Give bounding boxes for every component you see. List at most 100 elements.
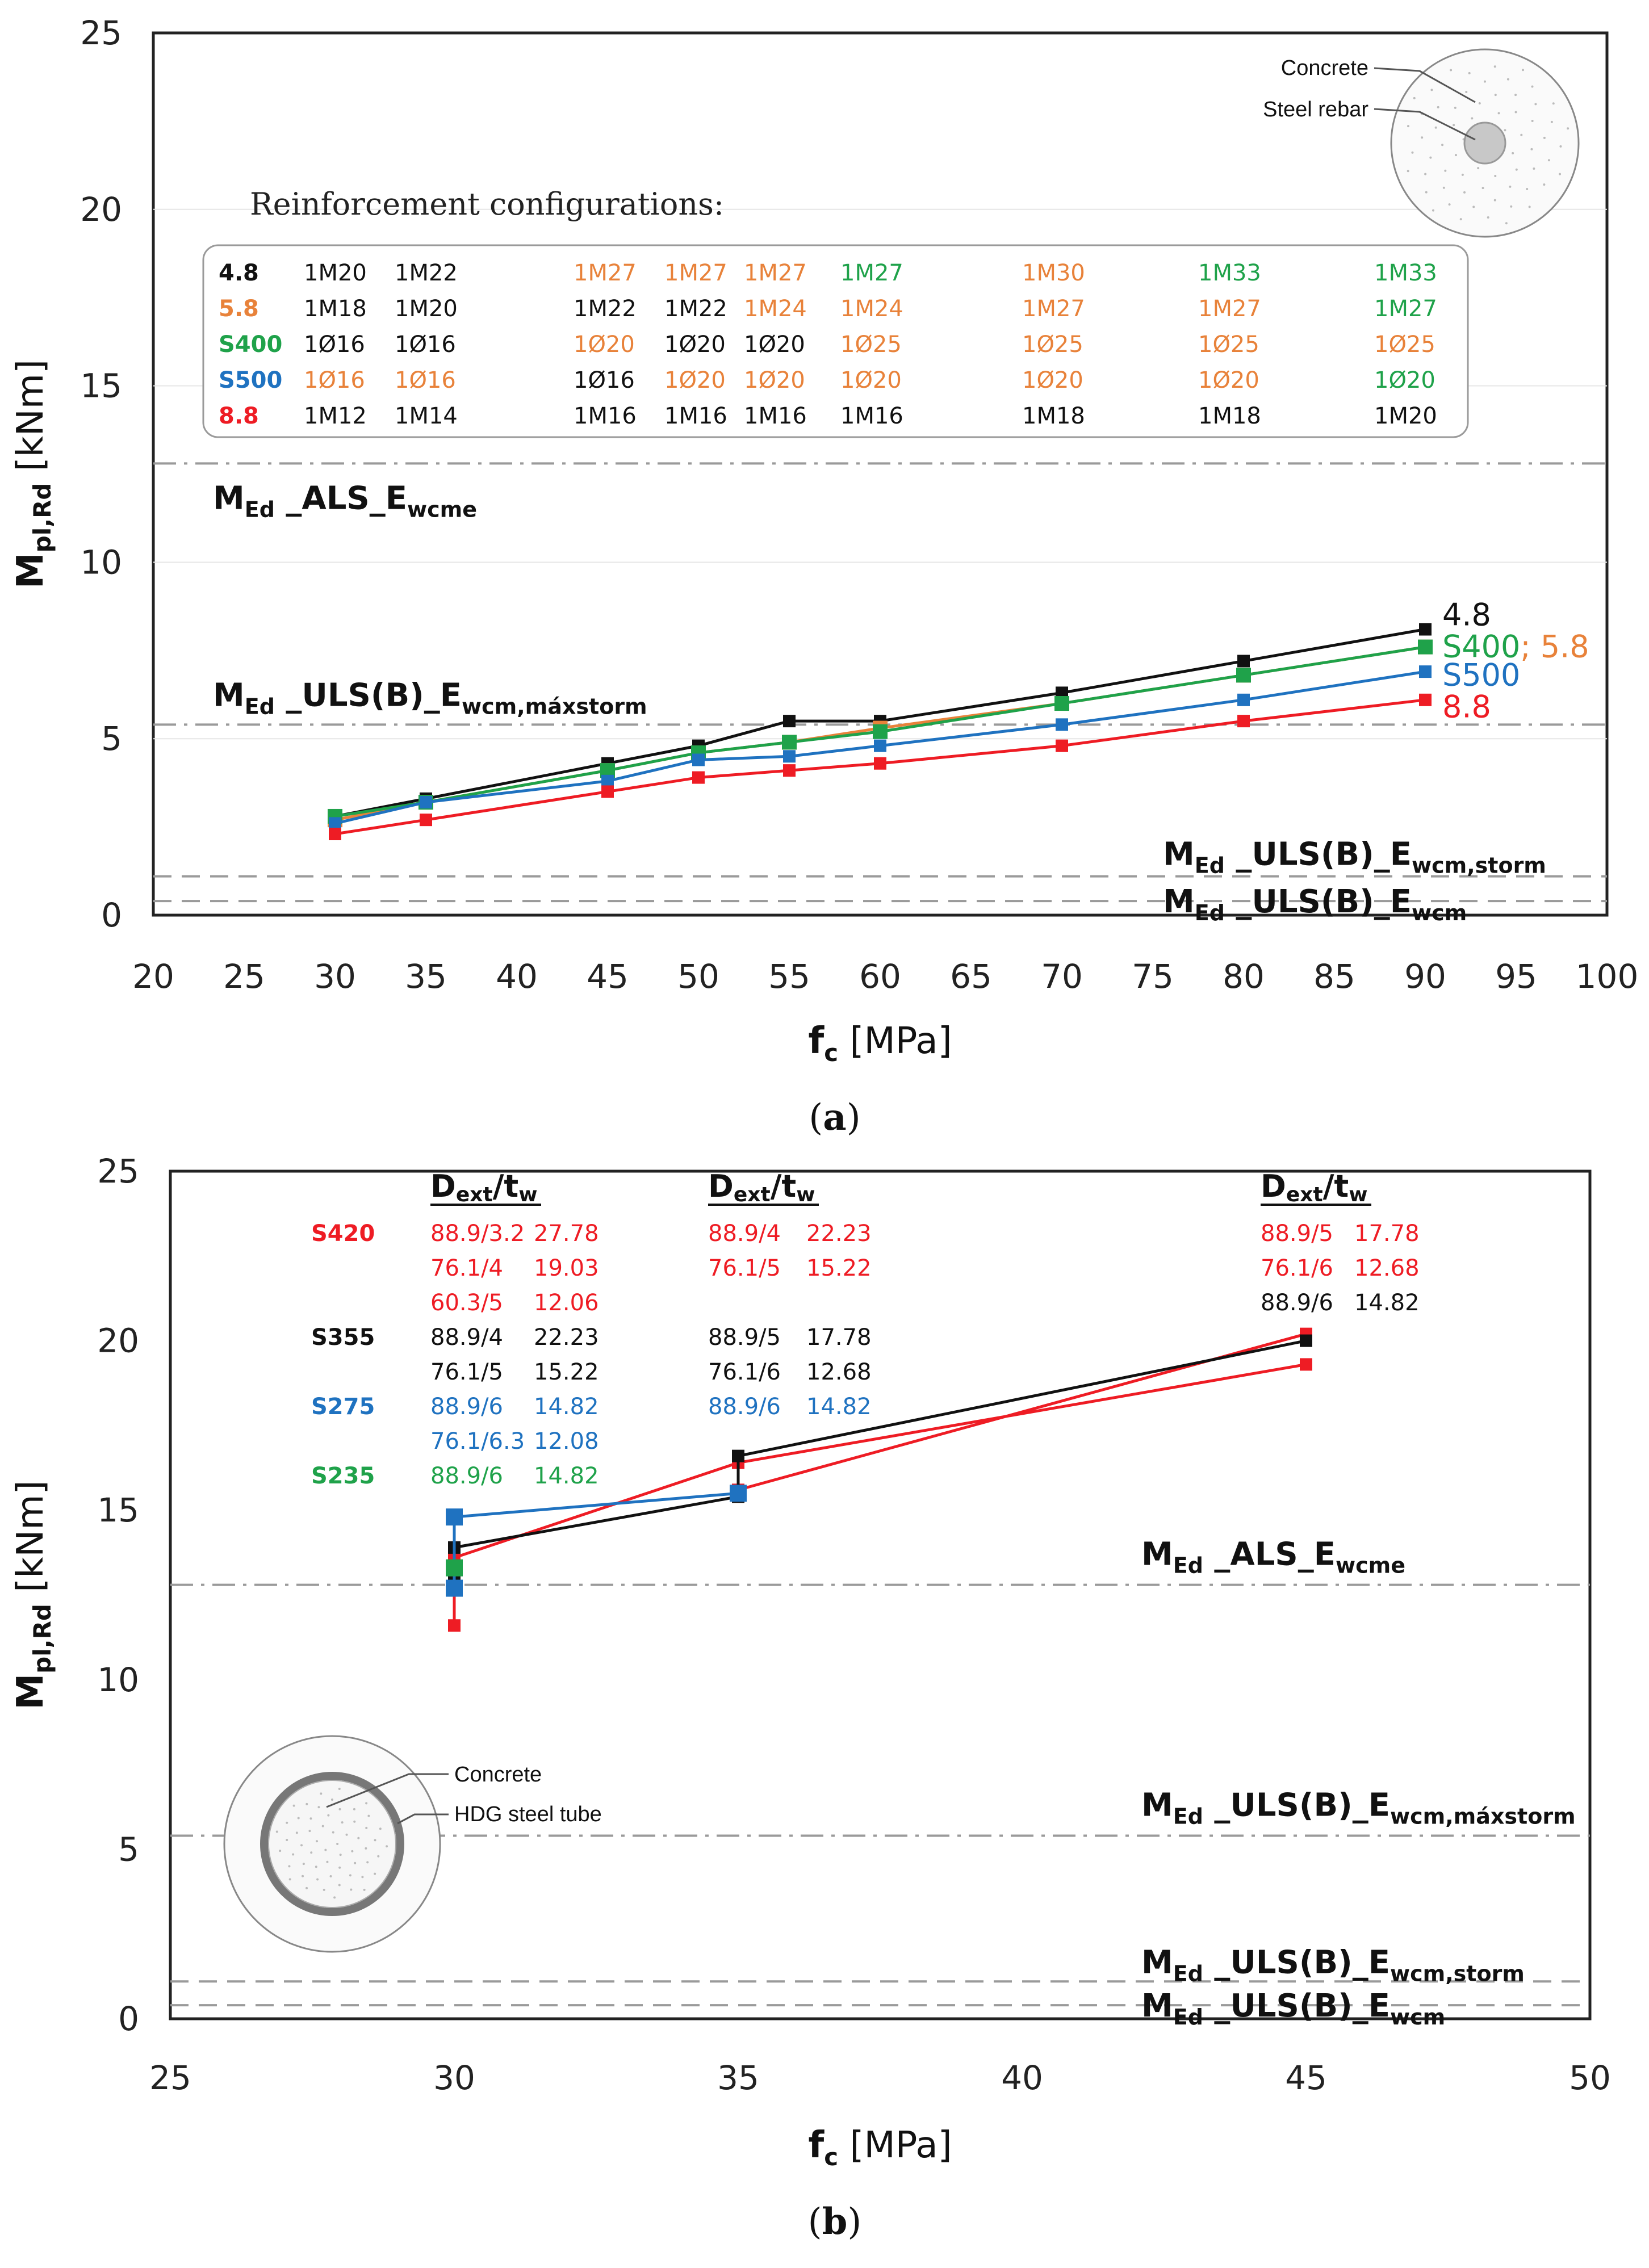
table-cell: 1Ø20 xyxy=(574,332,635,358)
table-cell: 1M27 xyxy=(744,260,807,286)
aggregate-dot xyxy=(1547,159,1550,162)
dt-ratio: 15.22 xyxy=(534,1359,599,1385)
aggregate-dot xyxy=(345,1833,348,1836)
x-tick-label: 75 xyxy=(1132,957,1174,996)
table-cell: 1M22 xyxy=(574,296,637,322)
table-cell: 1Ø20 xyxy=(744,332,805,358)
tube-inner xyxy=(268,1780,396,1908)
data-point xyxy=(1300,1358,1312,1371)
reference-label: MEd _ALS_Ewcme xyxy=(213,480,477,522)
aggregate-dot xyxy=(1432,209,1435,212)
data-point xyxy=(1419,623,1432,636)
aggregate-dot xyxy=(1528,206,1531,208)
aggregate-dot xyxy=(286,1821,288,1824)
aggregate-dot xyxy=(363,1888,366,1891)
aggregate-dot xyxy=(1493,199,1496,202)
aggregate-dot xyxy=(292,1853,295,1856)
inset-label-tube: HDG steel tube xyxy=(454,1802,602,1826)
aggregate-dot xyxy=(323,1888,325,1891)
y-tick-label: 25 xyxy=(97,1152,139,1190)
dt-ratio: 12.06 xyxy=(534,1290,599,1316)
table-cell: 1M27 xyxy=(840,260,903,286)
table-cell: 1M16 xyxy=(664,403,727,429)
dt-ratio: 14.82 xyxy=(534,1394,599,1420)
aggregate-dot xyxy=(357,1837,360,1839)
x-tick-label: 80 xyxy=(1223,957,1265,996)
y-tick-label: 20 xyxy=(80,190,122,229)
aggregate-dot xyxy=(295,1831,298,1834)
aggregate-dot xyxy=(1514,111,1517,114)
aggregate-dot xyxy=(1487,216,1489,219)
aggregate-dot xyxy=(317,1806,320,1809)
aggregate-dot xyxy=(353,1808,355,1810)
dt-value: 88.9/4 xyxy=(708,1221,781,1247)
table-cell: 1M33 xyxy=(1198,260,1261,286)
dt-value: 88.9/6 xyxy=(1261,1290,1333,1316)
data-point xyxy=(692,771,705,784)
x-tick-label: 50 xyxy=(677,957,719,996)
table-cell: 1M27 xyxy=(664,260,727,286)
dt-header: Dext/tw xyxy=(708,1168,815,1206)
data-point xyxy=(1056,718,1068,731)
aggregate-dot xyxy=(302,1875,304,1877)
x-tick-label: 40 xyxy=(496,957,538,996)
aggregate-dot xyxy=(1550,120,1553,123)
data-point xyxy=(420,796,432,809)
aggregate-dot xyxy=(1478,102,1481,105)
aggregate-dot xyxy=(339,1854,342,1856)
aggregate-dot xyxy=(1459,218,1462,221)
table-cell: 1M22 xyxy=(395,260,458,286)
reference-label: MEd _ULS(B)_Ewcm,storm xyxy=(1141,1944,1525,1986)
panel-a: 0 5 10 15 20 25 20 25 30 35 40 45 50 55 60 65 70 75 80 85 90… xyxy=(10,14,1638,1139)
y-tick-label: 10 xyxy=(80,543,122,581)
table-grade: 8.8 xyxy=(219,403,259,429)
series-end-label: S500 xyxy=(1442,657,1520,693)
table-grade: 5.8 xyxy=(219,296,259,322)
data-point xyxy=(732,1449,744,1462)
aggregate-dot xyxy=(1558,173,1561,175)
aggregate-dot xyxy=(1520,133,1523,136)
x-tick-label: 45 xyxy=(1285,2059,1327,2097)
series-end-label: S400; 5.8 xyxy=(1442,629,1589,665)
aggregate-dot xyxy=(1494,94,1497,97)
aggregate-dot xyxy=(1543,183,1546,186)
aggregate-dot xyxy=(1437,106,1439,108)
x-tick-label: 45 xyxy=(587,957,629,996)
x-tick-label: 25 xyxy=(149,2059,191,2097)
reference-label: MEd _ULS(B)_Ewcm xyxy=(1163,883,1467,925)
aggregate-dot xyxy=(1509,185,1512,188)
aggregate-dot xyxy=(288,1865,291,1868)
aggregate-dot xyxy=(1407,170,1409,173)
y-axis-label: Mpl,Rd [kNm] xyxy=(10,1480,56,1709)
aggregate-dot xyxy=(1493,65,1496,68)
aggregate-dot xyxy=(351,1850,354,1852)
data-point xyxy=(1419,665,1432,678)
aggregate-dot xyxy=(1448,203,1451,206)
table-cell: 1M18 xyxy=(1198,403,1261,429)
aggregate-dot xyxy=(367,1814,370,1817)
aggregate-dot xyxy=(1514,94,1517,97)
dt-value: 88.9/6 xyxy=(430,1463,503,1489)
tube-section-inset: Concrete HDG steel tube xyxy=(223,1735,602,1953)
y-axis-label: Mpl,Rd [kNm] xyxy=(10,359,56,589)
table-title: Reinforcement configurations: xyxy=(250,186,724,222)
aggregate-dot xyxy=(1477,167,1480,170)
aggregate-dot xyxy=(1424,173,1427,175)
data-point xyxy=(420,814,432,827)
aggregate-dot xyxy=(1567,127,1570,130)
dt-ratio: 17.78 xyxy=(806,1324,872,1351)
aggregate-dot xyxy=(1472,206,1475,208)
aggregate-dot xyxy=(1494,174,1497,177)
y-tick-label: 10 xyxy=(97,1661,139,1699)
table-cell: 1Ø16 xyxy=(395,332,456,358)
aggregate-dot xyxy=(377,1855,380,1858)
aggregate-dot xyxy=(1471,117,1474,120)
data-point xyxy=(446,1559,463,1577)
aggregate-dot xyxy=(338,1866,341,1869)
aggregate-dot xyxy=(365,1826,368,1829)
x-tick-label: 60 xyxy=(859,957,901,996)
table-cell: 1M18 xyxy=(1022,403,1085,429)
data-point xyxy=(873,724,888,739)
x-tick-label: 65 xyxy=(950,957,992,996)
